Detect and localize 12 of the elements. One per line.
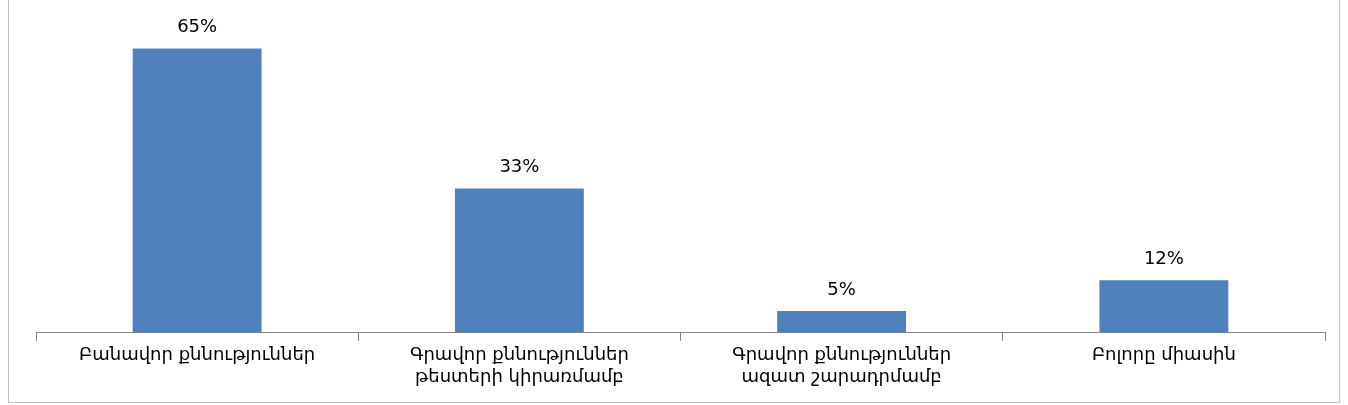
x-tick-label: Գրավոր քննություններ թեստերի կիրառմամբ [409,343,629,386]
data-label: 12% [1143,246,1184,268]
bar [132,48,262,333]
data-label: 65% [177,15,218,37]
bar [1099,280,1229,333]
bar [777,310,907,333]
data-label: 33% [499,155,540,177]
data-label: 5% [827,277,856,299]
bar [454,188,584,333]
x-tick-label: Բոլորը միասին [1091,343,1236,365]
x-tick-label: Բանավոր քննություններ [79,343,316,365]
x-tick-label: Գրավոր քննություններ ազատ շարադրմամբ [732,343,952,386]
